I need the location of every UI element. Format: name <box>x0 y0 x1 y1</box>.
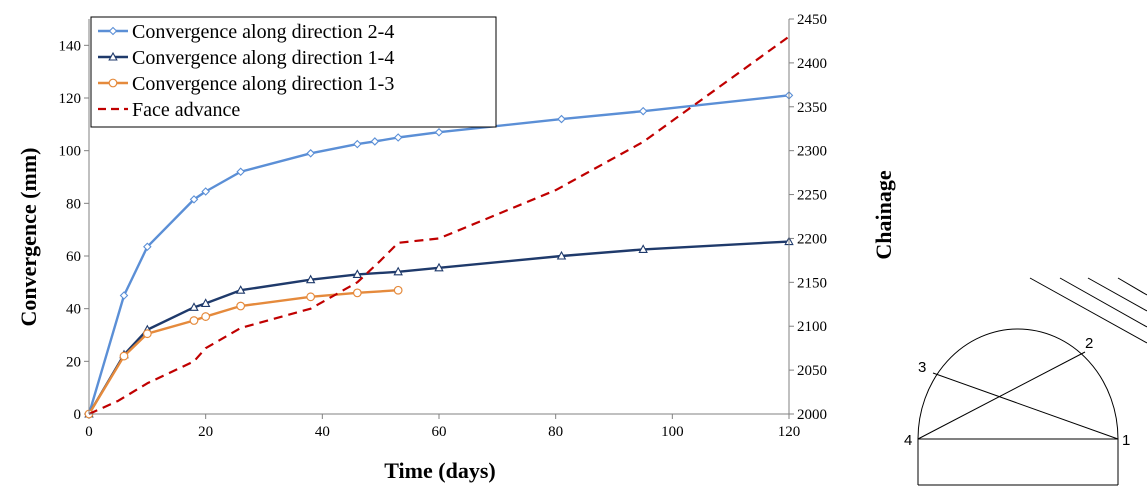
data-point-triangle <box>305 274 316 284</box>
y-tick-label-right: 2350 <box>797 100 827 116</box>
y-tick-label-left: 60 <box>66 249 81 265</box>
data-point-diamond <box>306 149 315 158</box>
legend-label: Convergence along direction 1-4 <box>132 47 394 69</box>
tunnel-arch <box>917 328 1119 440</box>
data-point-triangle <box>393 266 403 276</box>
x-tick-label: 80 <box>548 424 563 440</box>
data-point-circle <box>352 288 362 298</box>
data-point-diamond <box>370 137 380 146</box>
y-axis-right-ticks: 2000 2050 2100 2150 2200 2250 2300 2350 2400 2450 <box>789 12 827 423</box>
x-tick-label: 40 <box>315 424 330 440</box>
data-point-triangle <box>352 269 363 278</box>
data-point-diamond <box>189 195 199 204</box>
series-1 <box>84 91 794 419</box>
legend-label: Convergence along direction 1-3 <box>132 73 394 95</box>
data-point-diamond <box>201 187 210 196</box>
data-point-diamond <box>236 167 245 177</box>
y-tick-label-left: 40 <box>66 302 81 318</box>
data-point-circle <box>108 78 118 88</box>
x-tick-label: 100 <box>661 424 684 440</box>
point-label-3: 3 <box>918 359 926 376</box>
y-tick-label-right: 2100 <box>797 319 827 335</box>
y-axis-left-ticks: 0 20 40 60 80 100 120 140 <box>59 38 89 423</box>
advance-line-3 <box>1087 277 1147 312</box>
data-point-triangle <box>108 51 118 61</box>
data-point-diamond <box>143 242 152 252</box>
data-point-circle <box>393 285 403 295</box>
data-point-triangle <box>189 302 199 311</box>
legend-item: Face advance <box>98 99 240 121</box>
series-2 <box>84 236 794 418</box>
y-tick-label-left: 0 <box>74 407 82 423</box>
legend-label: Face advance <box>132 99 240 121</box>
chord-4-2 <box>917 351 1086 440</box>
y-tick-label-right: 2250 <box>797 188 827 204</box>
legend-label: Convergence along direction 2-4 <box>132 21 394 43</box>
series-line <box>88 35 790 416</box>
legend-box <box>90 16 497 128</box>
legend: Convergence along direction 2-4 Convergen… <box>90 16 497 128</box>
y-tick-label-right: 2300 <box>797 144 827 160</box>
data-point-triangle <box>235 285 246 294</box>
y-tick-label-left: 120 <box>59 91 82 107</box>
data-point-diamond <box>108 26 118 36</box>
data-point-triangle <box>434 262 444 272</box>
y-tick-label-right: 2400 <box>797 56 827 72</box>
series-3 <box>84 285 403 419</box>
y-tick-label-left: 100 <box>59 144 82 160</box>
data-point-diamond <box>353 139 362 149</box>
advance-line-4 <box>1117 277 1147 296</box>
data-point-triangle <box>200 298 211 307</box>
point-label-2: 2 <box>1085 335 1093 352</box>
chord-3-1 <box>932 372 1119 440</box>
data-point-circle <box>189 316 199 325</box>
x-tick-label: 0 <box>85 424 93 440</box>
advance-line-1 <box>1029 277 1147 344</box>
y-tick-label-right: 2050 <box>797 363 827 379</box>
x-tick-label: 120 <box>778 424 801 440</box>
legend-item: Convergence along direction 2-4 <box>98 21 394 43</box>
data-point-diamond <box>638 106 648 116</box>
data-point-circle <box>306 292 316 302</box>
legend-item: Convergence along direction 1-3 <box>98 73 394 95</box>
y-tick-label-right: 2450 <box>797 12 827 28</box>
data-point-circle <box>142 329 152 339</box>
x-axis-title: Time (days) <box>384 458 495 483</box>
y-tick-label-right: 2150 <box>797 275 827 291</box>
y-tick-label-left: 80 <box>66 196 81 212</box>
x-axis-ticks: 0 20 40 60 80 100 120 <box>85 414 800 440</box>
y-tick-label-left: 20 <box>66 354 81 370</box>
data-point-diamond <box>557 114 566 124</box>
tunnel-section-diagram: 1 2 3 4 <box>904 277 1147 486</box>
axes <box>88 19 790 415</box>
data-point-circle <box>119 351 129 361</box>
series-4 <box>88 35 790 416</box>
data-point-diamond <box>119 291 129 300</box>
data-point-circle <box>201 312 211 321</box>
y-tick-label-right: 2200 <box>797 231 827 247</box>
point-label-4: 4 <box>904 432 912 449</box>
y-axis-title-left: Convergence (mm) <box>16 148 41 327</box>
advance-line-2 <box>1059 277 1147 328</box>
y-axis-title-right: Chainage <box>871 170 896 259</box>
data-point-triangle <box>556 250 567 260</box>
point-label-1: 1 <box>1122 432 1130 449</box>
data-point-diamond <box>393 133 403 142</box>
series-line <box>87 94 790 415</box>
series-layer <box>84 35 794 419</box>
data-point-diamond <box>434 127 444 137</box>
data-point-circle <box>236 301 246 311</box>
y-tick-label-right: 2000 <box>797 407 827 423</box>
legend-item: Convergence along direction 1-4 <box>98 47 394 69</box>
x-tick-label: 60 <box>432 424 447 440</box>
x-tick-label: 20 <box>198 424 213 440</box>
y-tick-label-left: 140 <box>59 38 82 54</box>
data-point-triangle <box>638 244 648 253</box>
